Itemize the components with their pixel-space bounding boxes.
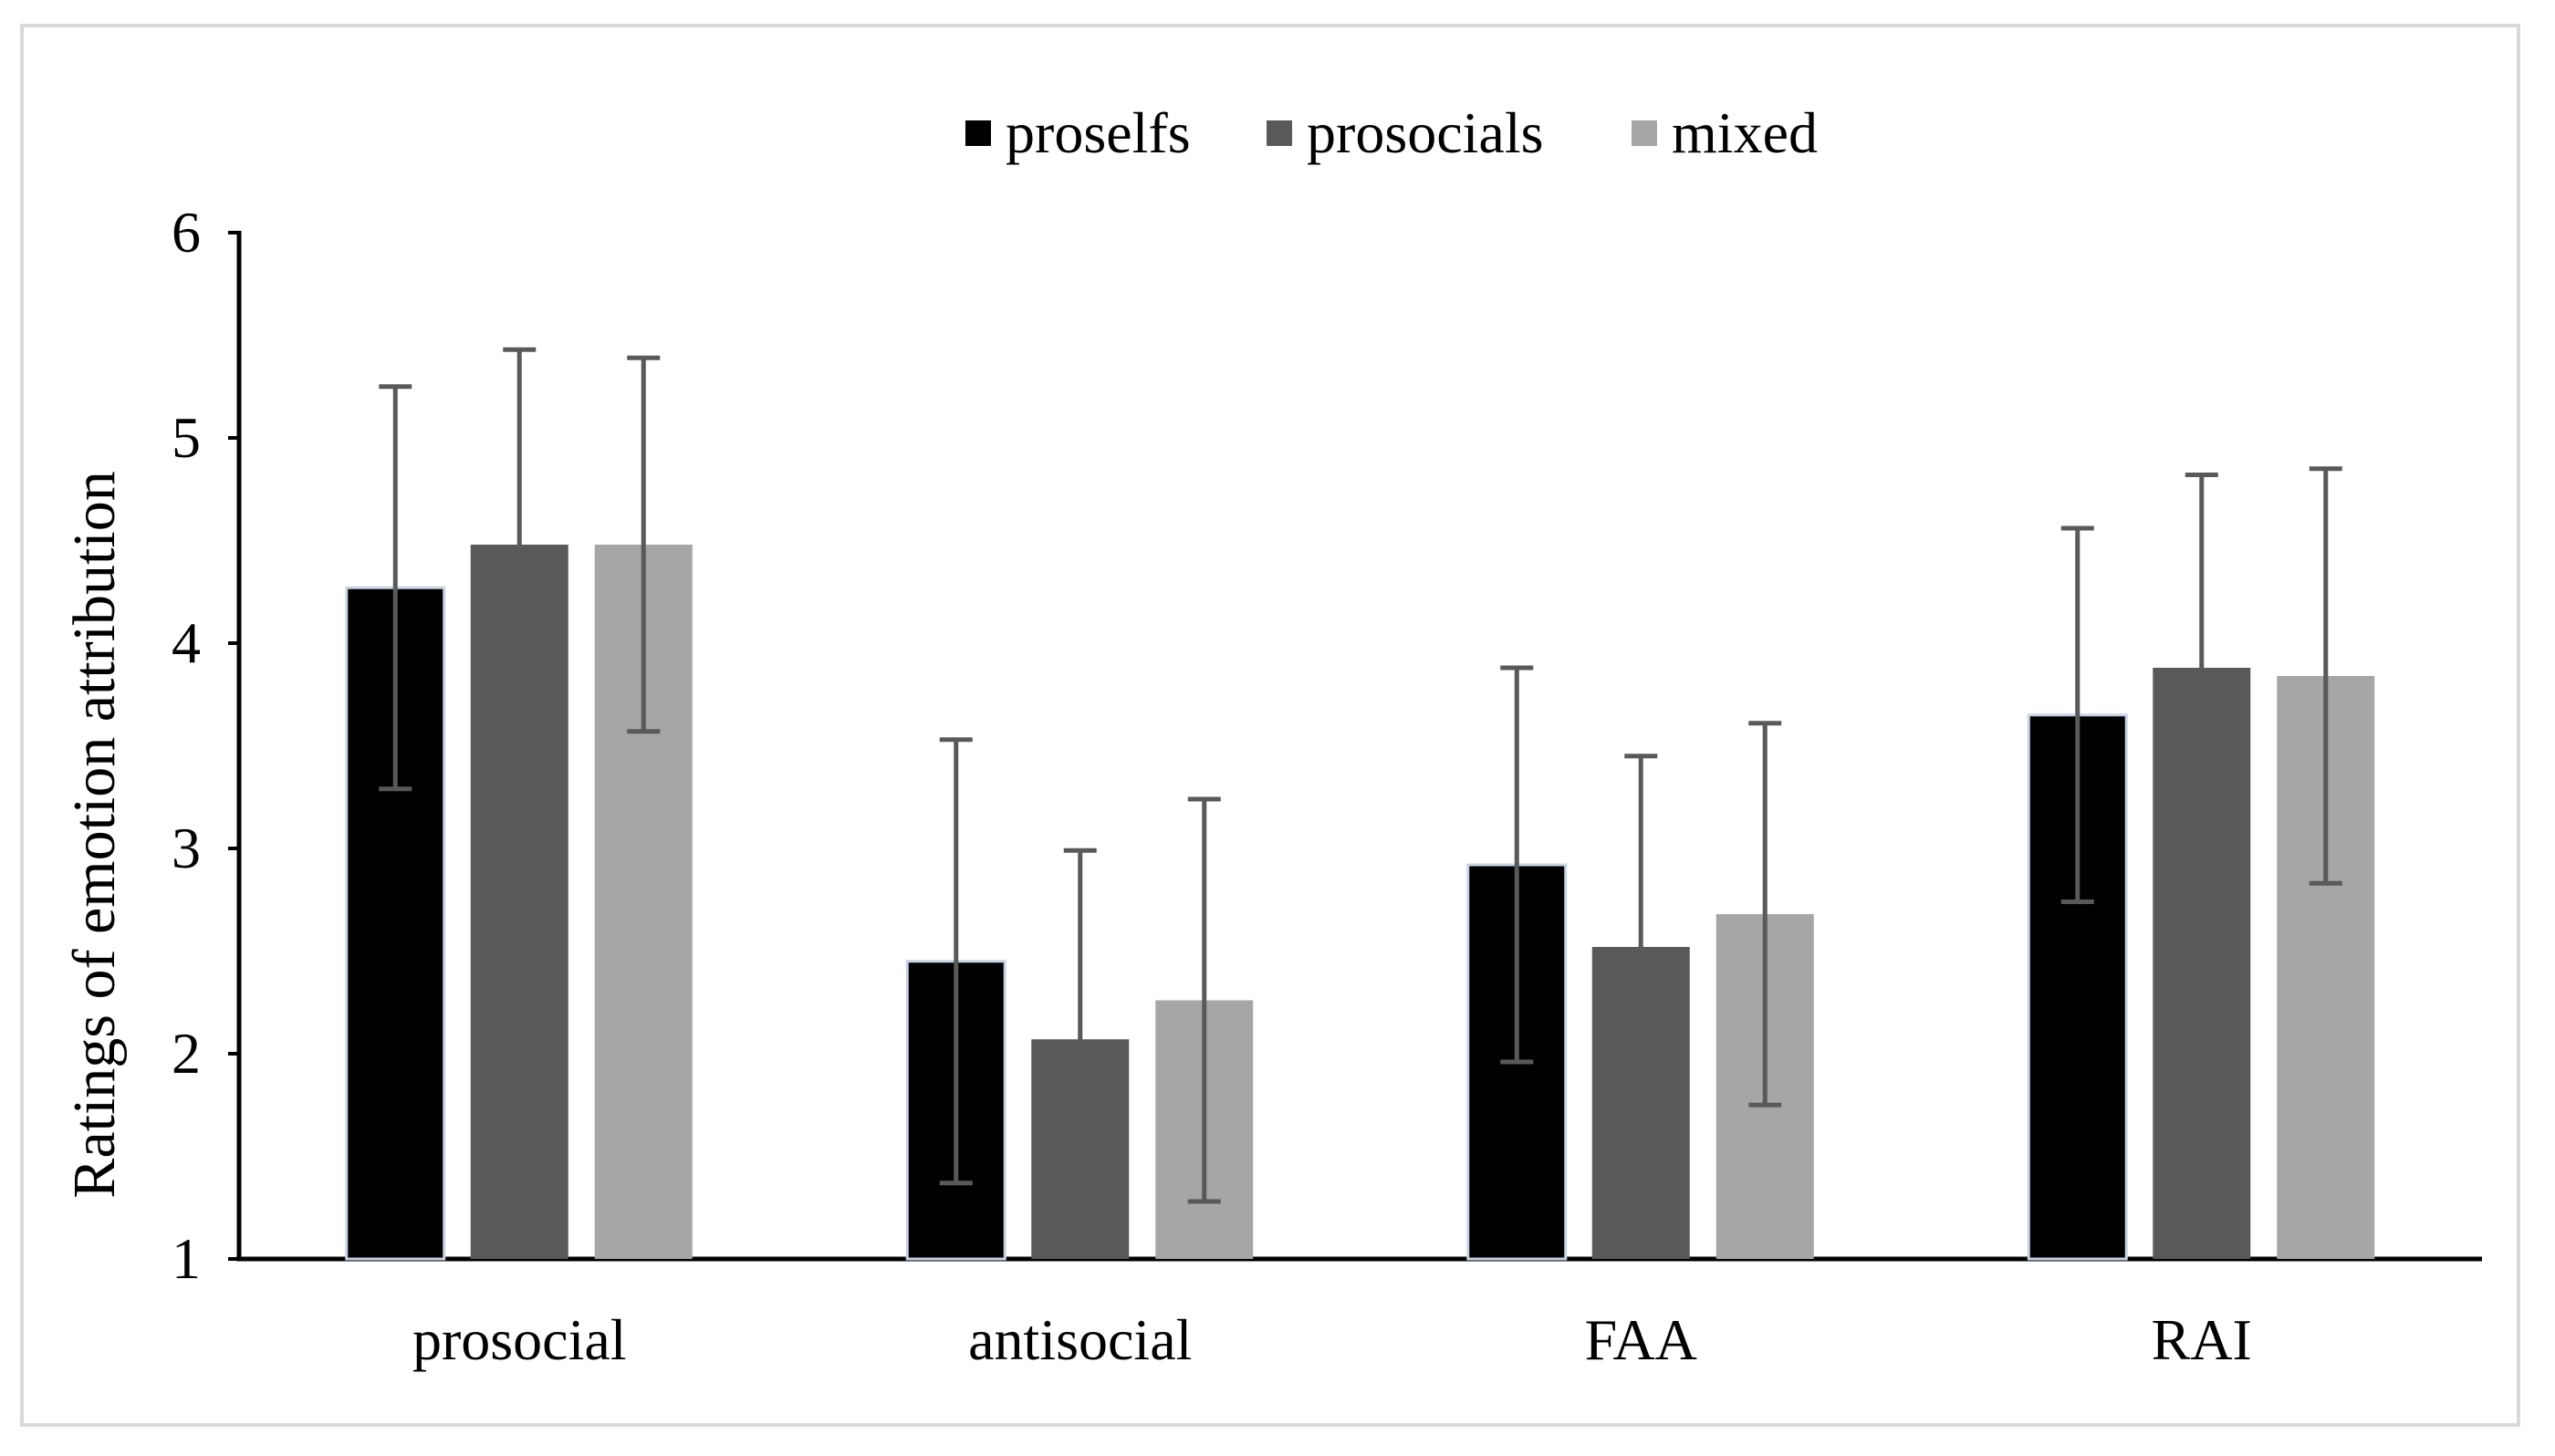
legend-label-proselfs: proselfs (1006, 100, 1191, 165)
legend-label-prosocials: prosocials (1307, 100, 1544, 165)
y-tick-label: 1 (172, 1226, 201, 1291)
x-labels: prosocial antisocial FAA RAI (412, 1307, 2252, 1372)
x-category-label: prosocial (412, 1307, 627, 1372)
y-tick-label: 5 (172, 405, 201, 470)
y-tick-label: 3 (172, 816, 201, 880)
legend-swatch-mixed (1632, 120, 1657, 146)
y-ticks: 1 2 3 4 5 6 (172, 200, 239, 1291)
error-bars (379, 347, 2342, 1231)
x-category-label: RAI (2152, 1307, 2252, 1372)
legend-swatch-proselfs (965, 120, 991, 146)
x-category-label: antisocial (968, 1307, 1192, 1372)
y-tick-label: 6 (172, 200, 201, 265)
x-category-label: FAA (1585, 1307, 1697, 1372)
y-axis-title: Ratings of emotion attribution (61, 471, 128, 1198)
y-tick-label: 4 (172, 610, 201, 675)
legend: proselfs prosocials mixed (965, 100, 1818, 165)
legend-swatch-prosocials (1267, 120, 1292, 146)
legend-label-mixed: mixed (1672, 100, 1818, 165)
y-tick-label: 2 (172, 1021, 201, 1086)
